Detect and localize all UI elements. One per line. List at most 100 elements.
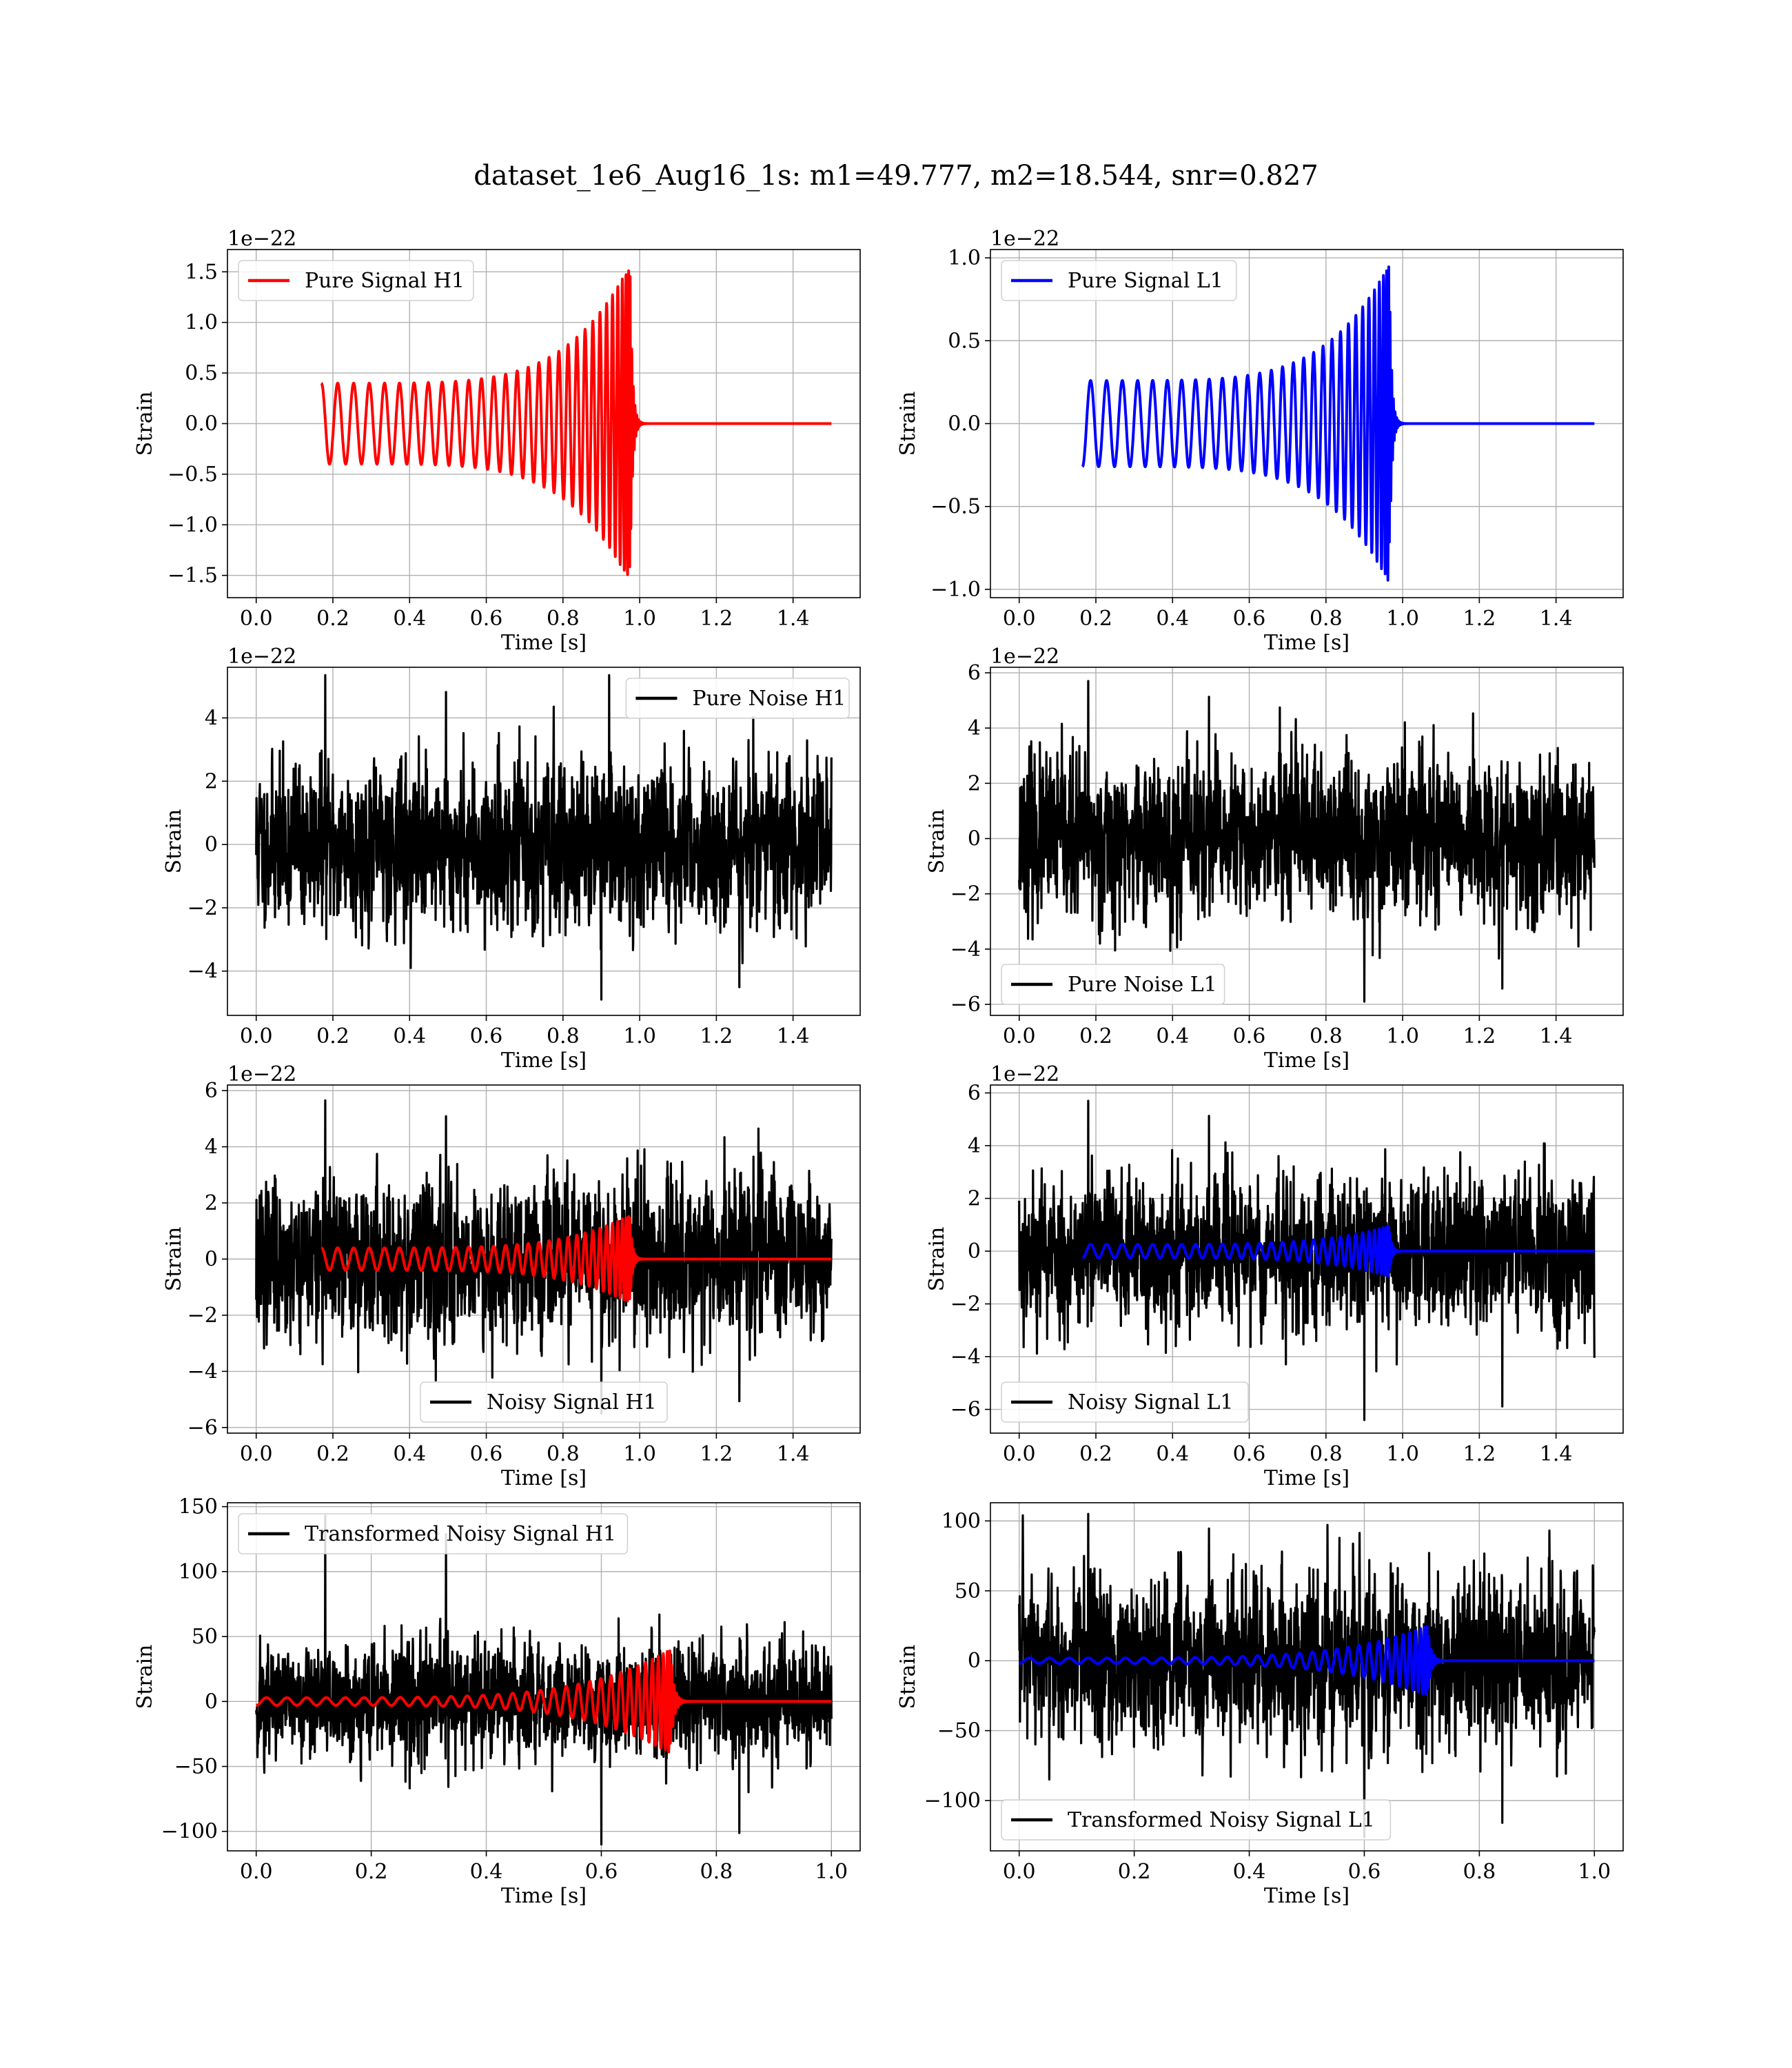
series-line-noise (255, 673, 833, 1001)
x-tick-label: 1.2 (1463, 1024, 1496, 1048)
x-tick-label: 0.2 (1079, 1442, 1112, 1466)
legend-label: Pure Signal L1 (1068, 269, 1223, 293)
x-axis-label: Time [s] (1264, 1466, 1350, 1490)
series-line-noise (1018, 1512, 1596, 1838)
y-tick-label: −6 (950, 1398, 981, 1422)
y-tick-label: −1.0 (167, 513, 218, 537)
series-line-signal (320, 269, 833, 576)
y-offset-label: 1e−22 (227, 1062, 296, 1086)
x-tick-label: 0.4 (1156, 1024, 1189, 1048)
axes-frame (227, 667, 861, 1016)
panel-pure-signal-l1: 0.0 0.2 0.4 0.6 0.8 1.0 1.2 1.4 −1.0 −0.5 0.0 0.5 1.… (896, 227, 1624, 655)
x-tick-label: 0.6 (1233, 1442, 1266, 1466)
legend-label: Pure Noise H1 (692, 687, 846, 711)
series-line-signal (320, 1215, 833, 1303)
axes-frame (990, 667, 1624, 1016)
x-tick-label: 0.0 (1003, 1860, 1036, 1884)
x-tick-label: 1.0 (623, 607, 656, 631)
panel-pure-signal-h1: 0.0 0.2 0.4 0.6 0.8 1.0 1.2 1.4 −1.5 −1.0 −0.5 0.0 0… (133, 227, 861, 655)
y-tick-label: 0 (968, 1239, 981, 1264)
x-tick-label: 1.0 (815, 1860, 848, 1884)
legend-label: Pure Noise L1 (1068, 973, 1217, 997)
x-tick-label: 1.4 (777, 1442, 810, 1466)
y-tick-label: 150 (179, 1495, 218, 1519)
y-axis-label: Strain (133, 1645, 157, 1710)
legend: Pure Noise H1 (625, 678, 850, 719)
y-tick-label: −50 (937, 1719, 981, 1743)
y-tick-label: 6 (968, 661, 981, 685)
y-offset-label: 1e−22 (990, 1062, 1059, 1086)
y-tick-label: 1.5 (185, 260, 218, 284)
legend: Transformed Noisy Signal H1 (238, 1513, 629, 1554)
x-tick-label: 0.6 (1348, 1860, 1381, 1884)
y-tick-label: −2 (187, 896, 218, 920)
panel-transformed-noisy-signal-l1: 0.0 0.2 0.4 0.6 0.8 1.0 −100 −50 0 50 100 Time [s] S… (896, 1502, 1624, 1908)
x-tick-label: 0.8 (1463, 1860, 1496, 1884)
x-tick-label: 0.8 (1310, 607, 1343, 631)
series-line-noise (255, 1514, 833, 1846)
y-axis-label: Strain (896, 1645, 920, 1710)
y-tick-label: 50 (955, 1579, 981, 1603)
axes-frame (990, 1084, 1624, 1434)
x-tick-label: 0.4 (1156, 1442, 1189, 1466)
y-tick-label: 6 (205, 1079, 218, 1103)
y-tick-label: 0 (205, 833, 218, 857)
x-tick-label: 0.2 (316, 1024, 349, 1048)
x-tick-label: 1.2 (700, 607, 733, 631)
legend-frame (420, 1381, 668, 1423)
x-axis-label: Time [s] (1264, 1884, 1350, 1908)
y-axis-label: Strain (896, 392, 920, 456)
y-tick-label: 2 (205, 769, 218, 793)
x-axis-label: Time [s] (1264, 1048, 1350, 1073)
y-offset-label: 1e−22 (990, 227, 1059, 251)
x-tick-label: 1.0 (1386, 607, 1419, 631)
y-tick-label: 6 (968, 1081, 981, 1105)
series-line-signal (1081, 1224, 1596, 1278)
x-tick-label: 0.6 (470, 1442, 503, 1466)
y-tick-label: −0.5 (167, 463, 218, 487)
x-tick-label: 0.2 (316, 607, 349, 631)
y-tick-label: 4 (968, 716, 981, 740)
x-tick-label: 1.4 (777, 607, 810, 631)
y-tick-label: −100 (161, 1820, 218, 1844)
y-tick-label: 2 (968, 1187, 981, 1211)
legend-frame (238, 1513, 629, 1554)
x-tick-label: 0.6 (470, 1024, 503, 1048)
y-axis-label: Strain (133, 392, 157, 456)
x-tick-label: 1.0 (623, 1024, 656, 1048)
y-tick-label: −50 (174, 1755, 218, 1779)
y-tick-label: 0 (205, 1248, 218, 1272)
y-tick-label: −2 (950, 882, 981, 906)
y-tick-label: 0.5 (185, 361, 218, 385)
y-offset-label: 1e−22 (227, 227, 296, 251)
y-tick-label: −2 (950, 1292, 981, 1317)
panel-pure-noise-h1: 0.0 0.2 0.4 0.6 0.8 1.0 1.2 1.4 −4 −2 0 2 4 1e−22 Time… (162, 645, 861, 1073)
x-tick-label: 1.0 (1578, 1860, 1611, 1884)
y-tick-label: 2 (205, 1191, 218, 1215)
y-tick-label: −4 (187, 960, 218, 984)
x-tick-label: 0.2 (1079, 607, 1112, 631)
panel-pure-noise-l1: 0.0 0.2 0.4 0.6 0.8 1.0 1.2 1.4 −6 −4 −2 0 2 4 6 1e−22 T… (925, 645, 1624, 1073)
y-axis-label: Strain (162, 1227, 186, 1292)
x-tick-label: 0.8 (547, 1024, 580, 1048)
y-tick-label: 0 (968, 827, 981, 851)
x-tick-label: 0.2 (1079, 1024, 1112, 1048)
x-tick-label: 0.0 (1003, 607, 1036, 631)
y-axis-label: Strain (162, 809, 186, 874)
x-axis-label: Time [s] (501, 1466, 587, 1490)
x-tick-label: 0.2 (1118, 1860, 1151, 1884)
legend-label: Transformed Noisy Signal H1 (305, 1522, 616, 1546)
x-tick-label: 0.4 (1156, 607, 1189, 631)
x-tick-label: 1.4 (777, 1024, 810, 1048)
figure-suptitle: dataset_1e6_Aug16_1s: m1=49.777, m2=18.5… (474, 160, 1318, 192)
x-tick-label: 0.0 (240, 1024, 273, 1048)
y-tick-label: 4 (205, 1135, 218, 1159)
x-tick-label: 1.4 (1540, 1442, 1573, 1466)
legend: Noisy Signal H1 (420, 1381, 668, 1423)
x-tick-label: 0.6 (1233, 607, 1266, 631)
y-tick-label: −4 (187, 1359, 218, 1383)
x-tick-label: 1.4 (1540, 1024, 1573, 1048)
x-tick-label: 0.4 (470, 1860, 503, 1884)
y-tick-label: 0 (968, 1649, 981, 1673)
y-tick-label: 0.5 (948, 329, 981, 353)
